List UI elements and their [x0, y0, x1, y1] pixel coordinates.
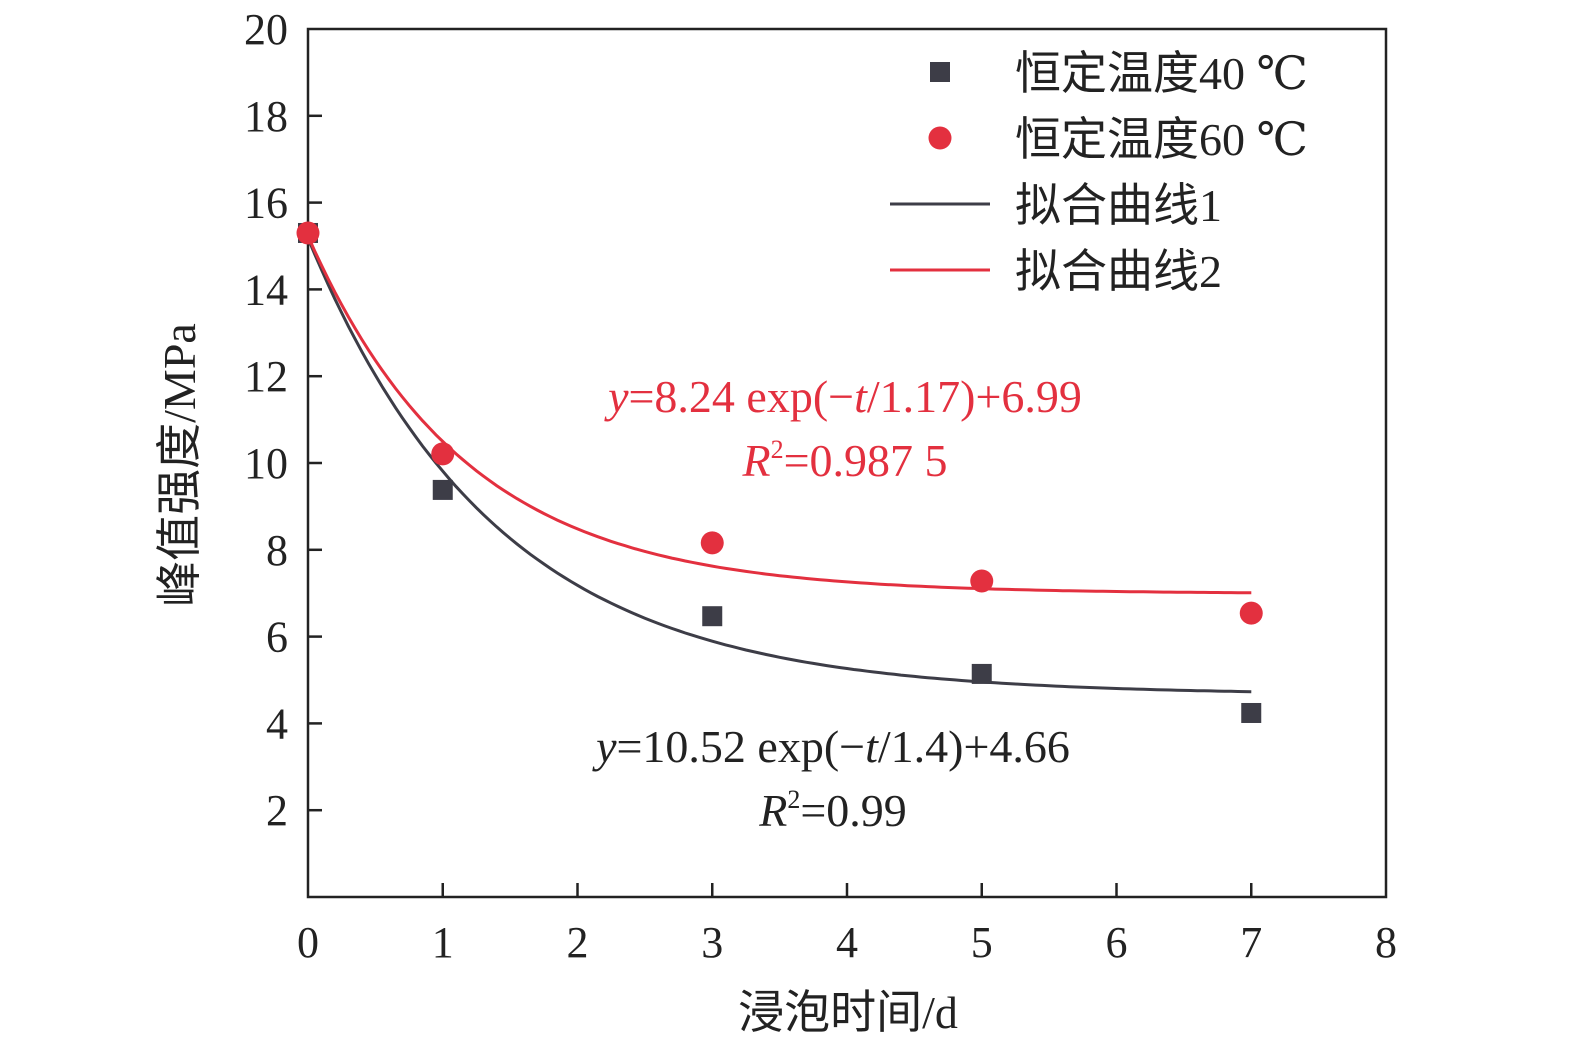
legend-label: 拟合曲线2 — [1015, 246, 1222, 297]
x-tick-label: 0 — [297, 918, 319, 967]
y-tick-label: 10 — [244, 439, 288, 488]
y-tick-label: 2 — [266, 786, 288, 835]
x-tick-label: 2 — [567, 918, 589, 967]
data-point-40c — [702, 606, 723, 627]
data-point-60c — [296, 221, 320, 245]
x-tick-label: 1 — [432, 918, 454, 967]
data-point-40c — [971, 663, 992, 684]
x-tick-label: 6 — [1106, 918, 1128, 967]
data-point-40c — [432, 479, 453, 500]
legend-circle-marker — [928, 126, 952, 150]
legend-label: 恒定温度60 ℃ — [1015, 114, 1308, 165]
y-tick-label: 8 — [266, 526, 288, 575]
legend-square-marker — [930, 62, 950, 82]
x-tick-label: 8 — [1375, 918, 1397, 967]
x-axis-title: 浸泡时间/d — [738, 987, 958, 1038]
x-tick-label: 3 — [701, 918, 723, 967]
y-tick-label: 20 — [244, 5, 288, 54]
x-tick-label: 7 — [1240, 918, 1262, 967]
fit-curve-1 — [306, 237, 1252, 694]
data-point-60c — [700, 531, 724, 555]
data-point-40c — [1241, 702, 1262, 723]
data-point-60c — [970, 569, 994, 593]
fit2-r-squared: R2=0.987 5 — [741, 435, 947, 486]
legend-label: 恒定温度40 ℃ — [1015, 48, 1308, 99]
y-tick-label: 4 — [266, 699, 288, 748]
y-tick-label: 14 — [244, 265, 288, 314]
y-axis-title: 峰值强度/MPa — [154, 323, 205, 607]
y-tick-label: 12 — [244, 352, 288, 401]
fit1-r-squared: R2=0.99 — [758, 785, 907, 836]
data-point-60c — [431, 442, 455, 466]
fit-curve-2 — [306, 235, 1252, 595]
y-tick-label: 18 — [244, 92, 288, 141]
x-tick-label: 4 — [836, 918, 858, 967]
legend-label: 拟合曲线1 — [1015, 180, 1222, 231]
data-point-60c — [1239, 601, 1263, 625]
y-tick-label: 16 — [244, 179, 288, 228]
fit2-equation: y=8.24 exp(−t/1.17)+6.99 — [604, 371, 1082, 422]
y-tick-label: 6 — [266, 613, 288, 662]
fit1-equation: y=10.52 exp(−t/1.4)+4.66 — [592, 721, 1070, 772]
x-tick-label: 5 — [971, 918, 993, 967]
